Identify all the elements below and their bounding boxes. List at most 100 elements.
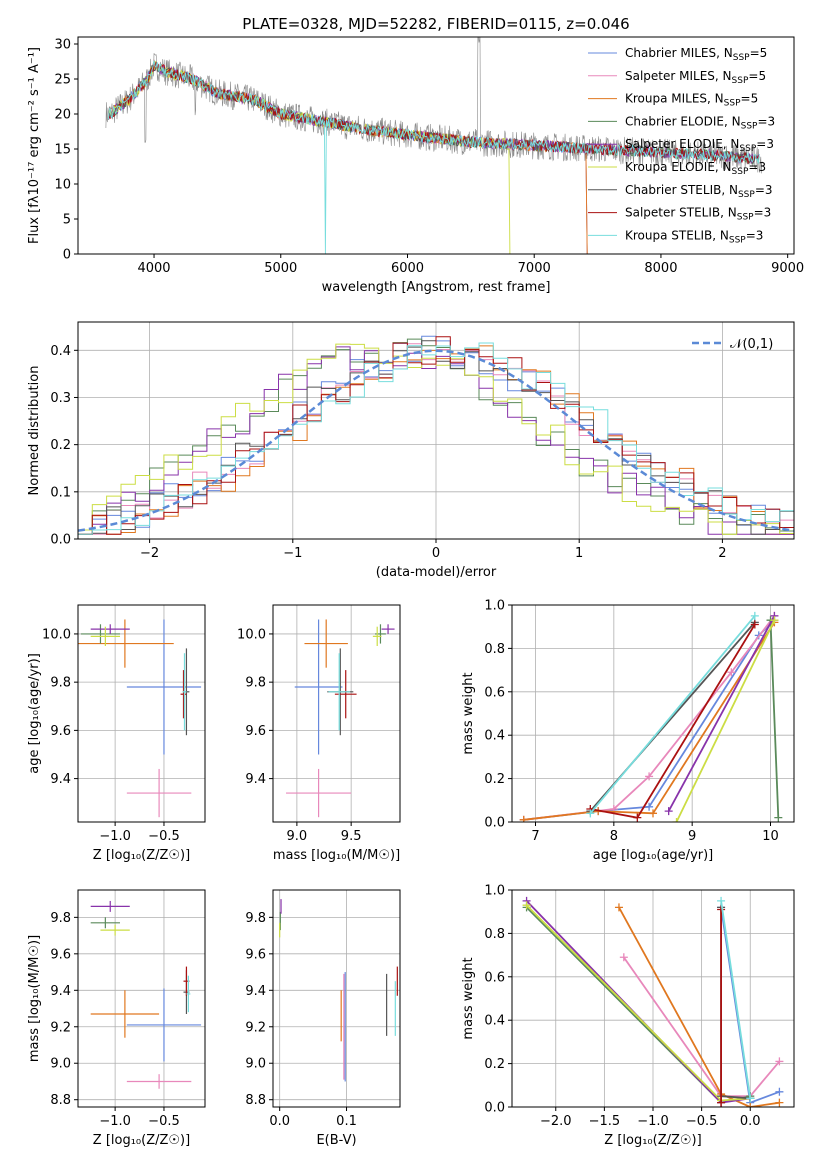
panel-mass-vs-Z: −1.0 −0.5 8.8 9.0 9.2 9.4 9.6 9.8 Z [log₁₀(Z/Z☉)… [27, 889, 206, 1148]
x-tick-label: 0.0 [269, 1114, 290, 1129]
y-tick-label: 9.6 [50, 947, 71, 962]
weight-line [623, 956, 781, 1098]
y-tick-label: 9.0 [245, 1057, 266, 1072]
plot-area [90, 900, 202, 1089]
weight-marker [672, 818, 681, 822]
plot-area [78, 335, 794, 539]
weight-line [769, 620, 780, 818]
y-tick-label: 10.0 [237, 627, 266, 642]
y-tick-label: 8.8 [50, 1093, 71, 1108]
y-tick-label: 0.4 [50, 344, 71, 359]
weight-marker [645, 802, 654, 811]
x-tick-label: 7 [531, 829, 539, 844]
axes-frame [272, 604, 401, 823]
panel-weight-vs-Z: −2.0 −1.5 −1.0 −0.5 0.0 0.0 0.2 0.4 0.6 0.8 1.0 Z [… [461, 884, 795, 1148]
y-tick-label: 25 [54, 73, 71, 88]
plot-area [286, 619, 395, 818]
weight-marker [619, 953, 628, 962]
y-tick-label: 0.4 [484, 1014, 505, 1029]
histogram-step [78, 336, 794, 539]
y-axis-label: mass weight [461, 957, 476, 1039]
y-tick-label: 9.6 [245, 947, 266, 962]
plot-area [519, 611, 783, 822]
model-spectrum-line [107, 62, 588, 254]
x-tick-label: 0 [432, 546, 440, 561]
y-tick-label: 9.8 [245, 911, 266, 926]
weight-marker [750, 620, 759, 629]
x-tick-label: 4000 [137, 261, 170, 276]
panel-weight-vs-age: 7 8 9 10 0.0 0.2 0.4 0.6 0.8 1.0 age [log₁₀(age/yr… [461, 599, 795, 863]
y-tick-label: 20 [54, 108, 71, 123]
weight-line [523, 619, 776, 821]
plot-area [279, 899, 398, 1082]
y-tick-label: 0.2 [484, 1057, 505, 1072]
legend-entry: Kroupa STELIB, NSSP=3 [625, 228, 763, 245]
x-tick-label: 9.0 [287, 829, 308, 844]
weight-line [523, 621, 776, 821]
weight-line [590, 624, 756, 819]
y-tick-label: 8.8 [245, 1093, 266, 1108]
y-axis-label: Flux [fλ10⁻¹⁷ erg cm⁻² s⁻¹ A⁻¹] [27, 47, 42, 244]
x-tick-label: 1 [575, 546, 583, 561]
weight-marker [775, 1098, 784, 1107]
y-tick-label: 0.8 [484, 642, 505, 657]
y-tick-label: 9.6 [245, 724, 266, 739]
weight-line [525, 900, 751, 1104]
y-tick-label: 9.6 [50, 724, 71, 739]
y-tick-label: 1.0 [484, 884, 505, 899]
plot-area [105, 37, 763, 254]
weight-line [589, 615, 756, 814]
y-tick-label: 0.3 [50, 391, 71, 406]
x-tick-label: −1.0 [99, 1114, 131, 1129]
spectrum-legend: Chabrier MILES, NSSP=5 Salpeter MILES, NS… [588, 46, 775, 245]
x-axis-label: E(B-V) [316, 1133, 356, 1148]
y-tick-label: 0.1 [50, 485, 71, 500]
x-tick-label: −0.5 [686, 1114, 718, 1129]
y-tick-label: 9.4 [50, 772, 71, 787]
panel-spectrum: 4000 5000 6000 7000 8000 9000 0 5 10 15 20 25 30 wave… [27, 36, 804, 295]
x-axis-label: mass [log₁₀(M/M☉)] [273, 848, 400, 863]
x-tick-label: 5000 [264, 261, 297, 276]
y-tick-label: 9.8 [50, 911, 71, 926]
y-tick-label: 9.4 [245, 984, 266, 999]
weight-marker [746, 1103, 755, 1107]
x-tick-label: 10 [762, 829, 779, 844]
axes-frame [272, 889, 401, 1108]
y-tick-label: 9.4 [245, 772, 266, 787]
plot-area [522, 896, 784, 1107]
x-tick-label: −1.5 [589, 1114, 621, 1129]
legend-entry: Salpeter MILES, NSSP=5 [625, 69, 766, 86]
histogram-step [78, 342, 794, 539]
y-tick-label: 0 [63, 248, 71, 263]
x-tick-label: 6000 [391, 261, 424, 276]
x-tick-label: −1 [283, 546, 302, 561]
x-tick-label: 0.1 [336, 1114, 357, 1129]
axes-frame [77, 36, 795, 255]
y-axis-label: mass weight [461, 672, 476, 754]
plot-area [78, 619, 202, 818]
panel-age-vs-mass: 9.0 9.5 9.4 9.6 9.8 10.0 mass [log₁₀(M/M☉)] [237, 604, 401, 863]
legend-entry: Kroupa ELODIE, NSSP=3 [625, 160, 766, 177]
y-tick-label: 0.0 [50, 533, 71, 548]
weight-line [720, 900, 752, 1099]
weight-marker [775, 1057, 784, 1066]
x-tick-label: 7000 [518, 261, 551, 276]
y-tick-label: 9.4 [50, 984, 71, 999]
legend-entry: Chabrier ELODIE, NSSP=3 [625, 114, 775, 131]
weight-marker [645, 772, 654, 781]
weight-marker [519, 815, 528, 822]
x-tick-label: 8000 [644, 261, 677, 276]
y-tick-label: 9.0 [50, 1057, 71, 1072]
y-tick-label: 0.6 [484, 685, 505, 700]
y-tick-label: 0.4 [484, 729, 505, 744]
x-tick-label: 0.0 [740, 1114, 761, 1129]
normal-curve [78, 349, 794, 532]
y-axis-label: Normed distribution [27, 366, 42, 496]
weight-marker [717, 896, 726, 905]
legend-entry: Salpeter STELIB, NSSP=3 [625, 206, 771, 223]
weight-marker [750, 611, 759, 620]
y-axis-label: mass [log₁₀(M/M☉)] [27, 935, 42, 1062]
legend-entry: Chabrier STELIB, NSSP=3 [625, 183, 773, 200]
model-spectrum-line [107, 62, 588, 254]
x-axis-label: age [log₁₀(age/yr)] [593, 848, 714, 863]
